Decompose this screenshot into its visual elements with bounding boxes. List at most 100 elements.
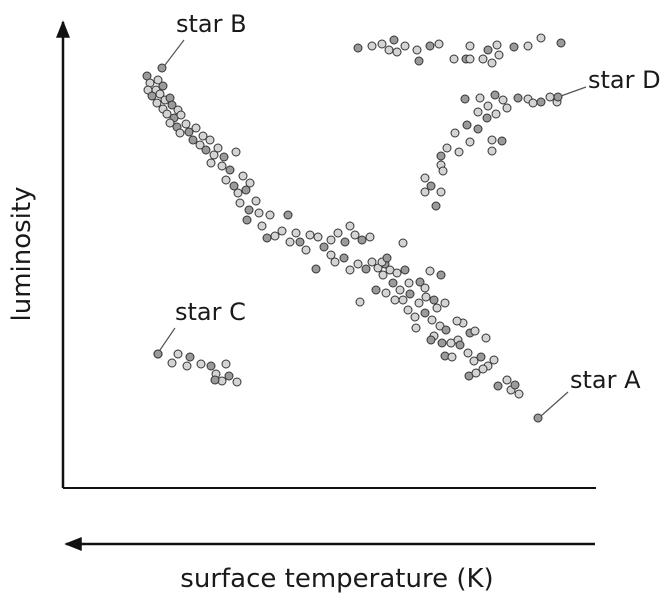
white-dwarfs-point xyxy=(207,362,215,370)
main-sequence-point xyxy=(206,136,214,144)
main-sequence-point xyxy=(482,334,490,342)
main-sequence-point xyxy=(278,227,286,235)
giants-point xyxy=(488,147,496,155)
annotation-star-b: star B xyxy=(165,10,247,65)
white-dwarfs-point xyxy=(186,353,194,361)
giants-point xyxy=(439,167,447,175)
star-c-label: star C xyxy=(175,298,246,326)
main-sequence-point xyxy=(438,339,446,347)
annotation-star-d: star D xyxy=(561,66,661,96)
main-sequence-point xyxy=(245,206,253,214)
supergiants-point xyxy=(435,40,443,48)
star-b-label: star B xyxy=(176,10,247,38)
main-sequence-point xyxy=(433,304,441,312)
y-axis-label: luminosity xyxy=(7,187,37,322)
main-sequence-point xyxy=(453,317,461,325)
supergiants-point xyxy=(484,46,492,54)
main-sequence-point xyxy=(239,172,247,180)
supergiants-point xyxy=(479,55,487,63)
white-dwarfs-point xyxy=(211,376,219,384)
supergiants-point xyxy=(415,57,423,65)
supergiants-point xyxy=(450,55,458,63)
main-sequence-point xyxy=(428,316,436,324)
main-sequence-point xyxy=(222,176,230,184)
main-sequence-point xyxy=(379,271,387,279)
main-sequence-point xyxy=(490,356,498,364)
main-sequence-point xyxy=(148,92,156,100)
main-sequence-point xyxy=(401,266,409,274)
main-sequence-point xyxy=(232,148,240,156)
giants-point xyxy=(484,102,492,110)
main-sequence-point xyxy=(421,284,429,292)
giants-point xyxy=(498,137,506,145)
supergiants-point xyxy=(390,36,398,44)
main-sequence-point xyxy=(177,111,185,119)
main-sequence-point xyxy=(399,239,407,247)
supergiants-point xyxy=(510,43,518,51)
supergiants-point xyxy=(426,42,434,50)
main-sequence-point xyxy=(389,279,397,287)
main-sequence-point xyxy=(302,246,310,254)
main-sequence-point xyxy=(503,376,511,384)
giants-point xyxy=(437,188,445,196)
white-dwarfs-point xyxy=(222,360,230,368)
main-sequence-point xyxy=(515,390,523,398)
annotation-star-a: star A xyxy=(541,366,641,416)
supergiants-point xyxy=(493,41,501,49)
main-sequence-point xyxy=(258,222,266,230)
main-sequence-point xyxy=(411,313,419,321)
giants-point xyxy=(461,95,469,103)
main-sequence-point xyxy=(356,298,364,306)
giants-point xyxy=(499,96,507,104)
white-dwarfs-point xyxy=(168,359,176,367)
main-sequence-point xyxy=(286,238,294,246)
main-sequence-point xyxy=(430,296,438,304)
main-sequence-point xyxy=(511,381,519,389)
main-sequence-point xyxy=(437,271,445,279)
main-sequence-point xyxy=(456,341,464,349)
main-sequence-point xyxy=(246,179,254,187)
main-sequence-point xyxy=(220,153,228,161)
main-sequence-point xyxy=(494,382,502,390)
main-sequence-point xyxy=(351,231,359,239)
x-axis-label: surface temperature (K) xyxy=(180,564,493,594)
giants-point xyxy=(503,104,511,112)
main-sequence-point xyxy=(266,211,274,219)
supergiants-point xyxy=(368,42,376,50)
supergiants-point xyxy=(557,39,565,47)
supergiants-point xyxy=(385,46,393,54)
giants-point xyxy=(483,114,491,122)
main-sequence-point xyxy=(368,258,376,266)
main-sequence-point xyxy=(214,144,222,152)
supergiants-point xyxy=(466,42,474,50)
main-sequence-point xyxy=(471,327,479,335)
main-sequence-point xyxy=(362,265,370,273)
supergiants-point xyxy=(378,40,386,48)
star-D-point xyxy=(554,93,562,101)
main-sequence-point xyxy=(415,299,423,307)
giants-point xyxy=(491,91,499,99)
main-sequence-point xyxy=(252,197,260,205)
giants-point xyxy=(437,152,445,160)
main-sequence-point xyxy=(320,243,328,251)
main-sequence-point xyxy=(442,326,450,334)
main-sequence-point xyxy=(405,279,413,287)
giants-point xyxy=(466,138,474,146)
main-sequence-point xyxy=(292,229,300,237)
main-sequence-point xyxy=(441,299,449,307)
main-sequence-point xyxy=(192,124,200,132)
star-a-label: star A xyxy=(570,366,641,394)
main-sequence-point xyxy=(306,231,314,239)
giants-point xyxy=(529,99,537,107)
main-sequence-point xyxy=(243,216,251,224)
giants-point xyxy=(546,93,554,101)
main-sequence-point xyxy=(399,296,407,304)
main-sequence-point xyxy=(406,290,414,298)
main-sequence-point xyxy=(207,159,215,167)
main-sequence-point xyxy=(346,266,354,274)
main-sequence-point xyxy=(284,211,292,219)
main-sequence-point xyxy=(182,120,190,128)
supergiants-point xyxy=(524,42,532,50)
star-A-point xyxy=(534,414,542,422)
